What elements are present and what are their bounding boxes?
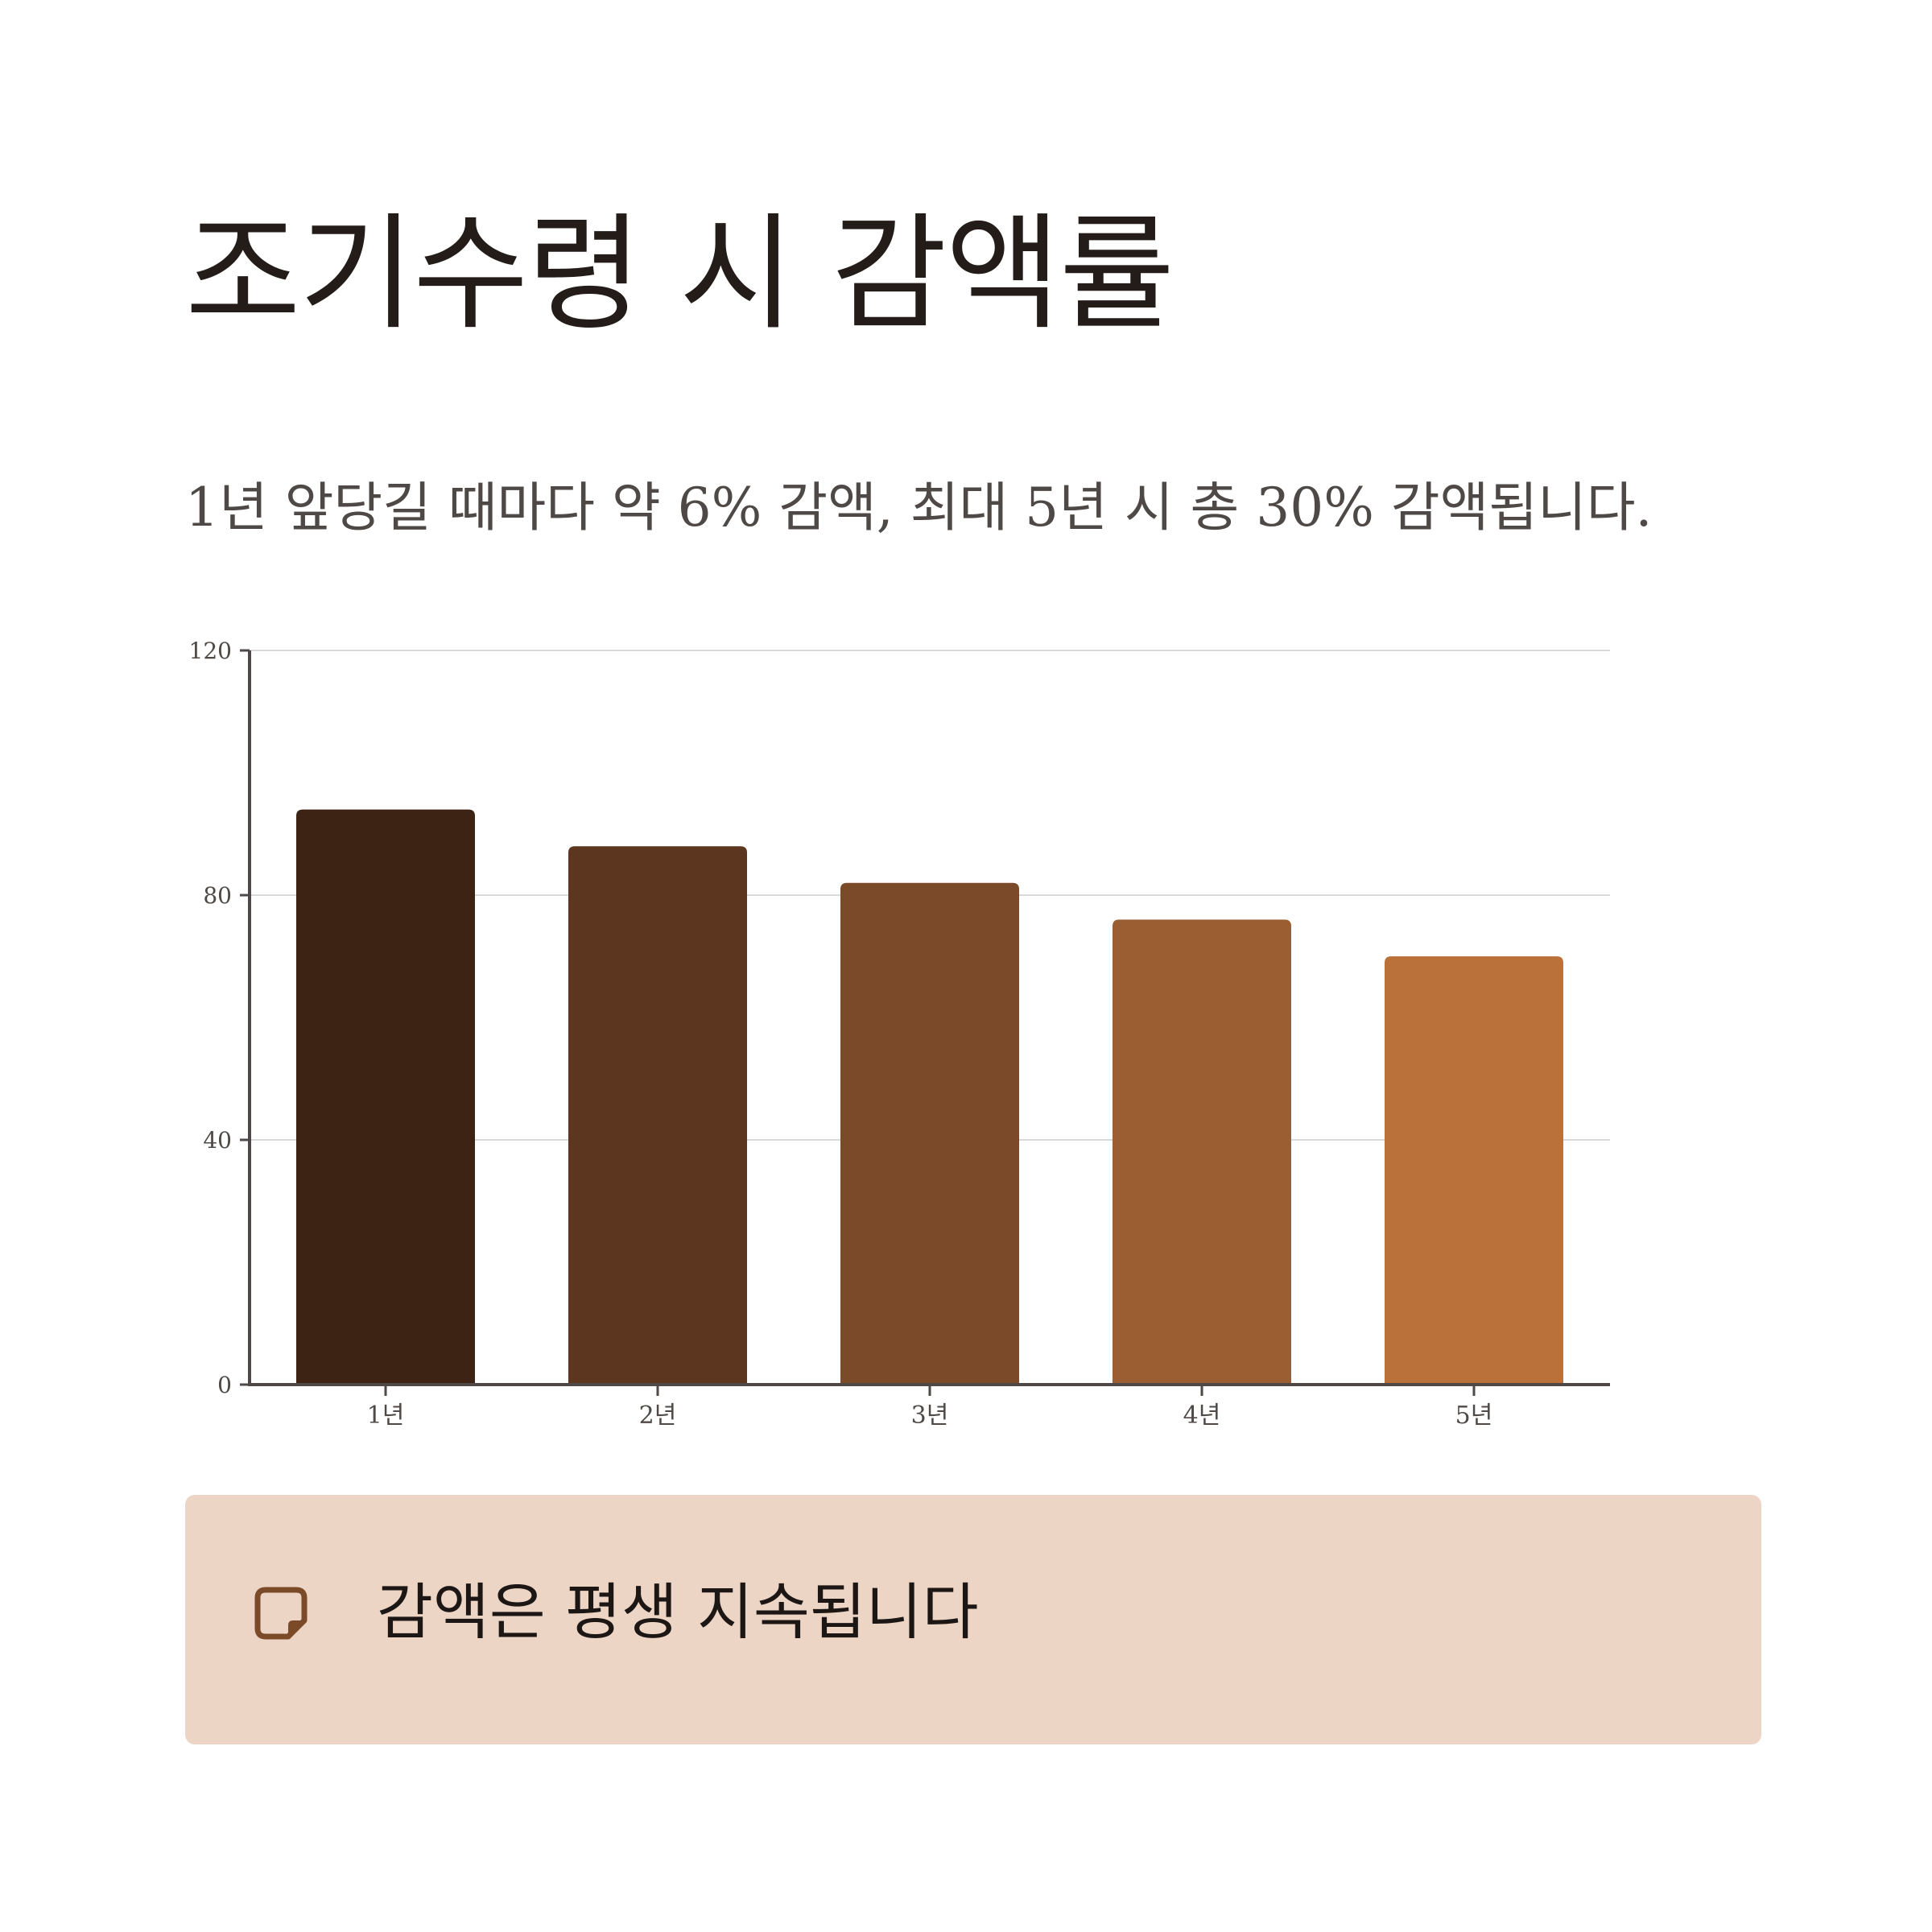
x-tick-label: 4년 [1183, 1402, 1221, 1430]
y-tick-label: 80 [203, 882, 232, 909]
y-ticks: 0 40 80 120 [189, 638, 250, 1398]
y-tick-label: 40 [203, 1127, 232, 1154]
bar [296, 809, 475, 1385]
note-text: 감액은 평생 지속됩니다 [377, 1576, 979, 1648]
bar [840, 882, 1019, 1385]
bar [1385, 956, 1563, 1385]
x-tick-label: 1년 [367, 1402, 405, 1430]
bar [1113, 919, 1291, 1385]
x-tick-label: 3년 [911, 1402, 949, 1430]
x-tick-label: 2년 [639, 1402, 677, 1430]
x-tick-label: 5년 [1455, 1402, 1493, 1430]
bars [296, 809, 1563, 1385]
bar [568, 846, 747, 1385]
page-title: 조기수령 시 감액률 [185, 200, 1174, 347]
y-tick-label: 120 [189, 638, 232, 664]
y-tick-label: 0 [217, 1372, 232, 1398]
note-box: 감액은 평생 지속됩니다 [185, 1495, 1761, 1744]
page-subtitle: 1년 앞당길 때마다 약 6% 감액, 최대 5년 시 총 30% 감액됩니다. [185, 477, 1653, 539]
x-ticks: 1년 2년 3년 4년 5년 [367, 1385, 1493, 1430]
sticky-note-icon [254, 1587, 308, 1640]
